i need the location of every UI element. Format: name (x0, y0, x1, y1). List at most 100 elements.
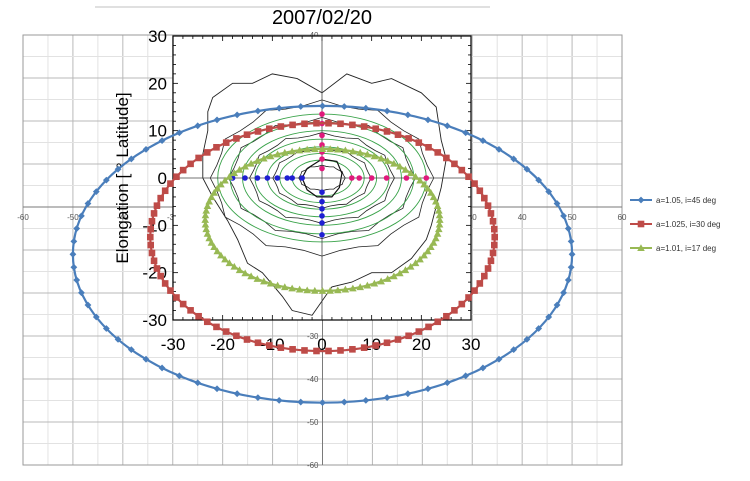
diamond-marker (523, 165, 531, 173)
triangle-marker (377, 154, 385, 162)
square-marker (289, 346, 296, 353)
triangle-marker (288, 284, 296, 292)
blue-point (319, 198, 325, 205)
triangle-marker (295, 285, 304, 293)
diamond-marker (275, 396, 283, 404)
square-marker (405, 135, 412, 142)
inner-y-tick-label: 20 (148, 74, 167, 93)
diamond-marker (297, 103, 305, 110)
triangle-marker (390, 159, 398, 167)
triangle-marker (341, 285, 350, 293)
square-marker (484, 202, 492, 209)
diamond-marker (567, 237, 575, 245)
diamond-marker (535, 176, 543, 184)
triangle-marker (383, 157, 392, 164)
square-marker (289, 121, 296, 129)
square-marker (489, 249, 497, 257)
diamond-marker (213, 385, 221, 393)
square-marker (265, 125, 273, 133)
triangle-marker (253, 275, 262, 282)
triangle-marker (202, 206, 210, 214)
square-marker (265, 342, 273, 349)
triangle-marker (247, 272, 255, 280)
diamond-marker (78, 289, 85, 297)
triangle-marker (416, 255, 424, 263)
square-marker (173, 173, 180, 181)
legend-label: a=1.05, i=45 deg (656, 196, 716, 205)
square-marker (222, 139, 230, 146)
diamond-marker (535, 325, 543, 332)
diamond-marker (70, 263, 78, 271)
blue-point (319, 189, 325, 195)
square-marker (451, 307, 458, 314)
square-marker (157, 194, 164, 202)
diamond-marker (175, 129, 183, 137)
square-marker (360, 344, 368, 351)
square-marker (254, 128, 262, 135)
diamond-marker (92, 313, 100, 321)
triangle-marker (266, 152, 275, 160)
triangle-marker (203, 229, 212, 237)
triangle-marker (420, 180, 428, 188)
blue-point (284, 175, 291, 181)
diamond-marker (404, 111, 412, 119)
diamond-marker (69, 250, 77, 258)
diamond-marker (70, 237, 78, 245)
diamond-marker (443, 122, 451, 130)
diamond-marker (92, 188, 100, 196)
triangle-marker (341, 146, 350, 154)
blue-point (264, 175, 271, 181)
triangle-marker (295, 146, 304, 154)
diamond-marker (443, 379, 451, 387)
triangle-marker (213, 184, 222, 192)
diamond-marker (158, 137, 166, 145)
square-marker (383, 128, 391, 135)
square-marker (277, 123, 285, 130)
square-marker (443, 312, 450, 320)
triangle-marker (205, 197, 213, 205)
diamond-marker (564, 276, 572, 284)
diamond-marker (194, 122, 202, 130)
triangle-marker (420, 251, 428, 259)
square-marker (481, 194, 488, 202)
diamond-marker (102, 176, 110, 184)
blue-point (289, 175, 296, 181)
diamond-marker (297, 398, 305, 406)
square-marker (372, 342, 380, 349)
triangle-marker (396, 162, 404, 170)
black-outer-outline (202, 73, 447, 316)
triangle-marker (349, 284, 357, 292)
triangle-marker (213, 247, 222, 255)
diamond-marker (479, 364, 487, 372)
square-marker (243, 336, 251, 343)
legend: a=1.05, i=45 deg a=1.025, i=30 deg a=1.01,… (630, 196, 721, 253)
square-marker (203, 149, 211, 156)
square-marker (465, 173, 472, 181)
square-marker (443, 154, 450, 162)
pink-point (319, 132, 325, 139)
triangle-marker (303, 145, 311, 153)
triangle-marker (318, 287, 327, 294)
pink-point (319, 156, 325, 162)
pink-point (349, 175, 355, 181)
square-marker (487, 257, 495, 265)
triangle-marker (311, 286, 319, 294)
square-marker (243, 131, 251, 138)
triangle-marker (318, 145, 327, 152)
inner-x-tick-label: -20 (210, 335, 235, 354)
triangle-marker (363, 281, 372, 289)
triangle-marker (266, 279, 275, 287)
inner-x-tick-label: 0 (317, 335, 326, 354)
square-marker (349, 346, 356, 353)
triangle-marker (225, 172, 234, 180)
y-tick-label: -40 (307, 375, 319, 384)
square-marker (337, 347, 344, 354)
square-marker (161, 280, 169, 287)
triangle-marker (241, 162, 249, 170)
diamond-marker (362, 396, 370, 404)
triangle-marker (280, 148, 289, 156)
diamond-marker (404, 390, 412, 398)
triangle-marker (433, 202, 442, 210)
